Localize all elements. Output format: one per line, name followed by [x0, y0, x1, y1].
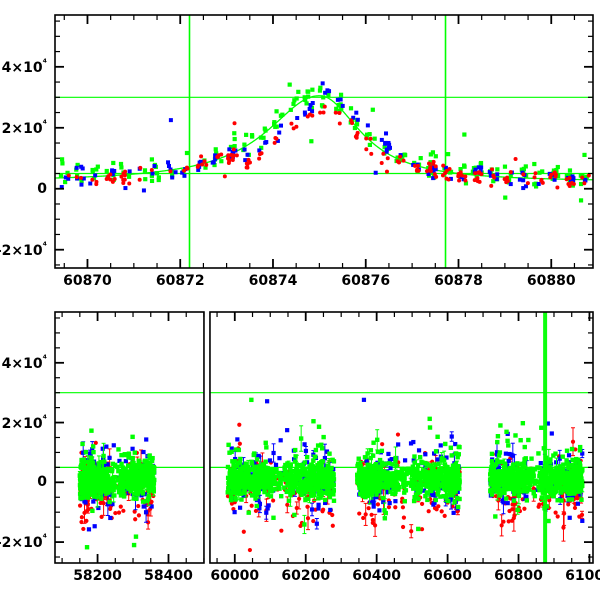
axis-tick-label: 60880 — [526, 273, 576, 289]
top-panel-svg — [54, 14, 594, 269]
bottom-data-points — [77, 397, 585, 553]
axis-tick-label: 4×10⁴ — [1, 57, 47, 76]
axis-tick-label: 60878 — [434, 273, 483, 289]
axis-tick-label: 60800 — [494, 568, 543, 584]
axis-tick-label: 58400 — [144, 568, 193, 584]
axis-tick-label: 61000 — [565, 568, 600, 584]
axis-tick-label: 60876 — [341, 273, 391, 289]
bottom-panel-axes — [54, 311, 594, 564]
axis-tick-label: 2×10⁴ — [1, 118, 47, 137]
axis-tick-label: 4×10⁴ — [1, 353, 47, 372]
axis-tick-label: 2×10⁴ — [1, 413, 47, 432]
axis-tick-label: 60600 — [423, 568, 472, 584]
top-panel-axes — [54, 14, 594, 269]
axis-tick-label: 60874 — [248, 273, 298, 289]
top-panel-lightcurve — [54, 14, 594, 269]
axis-tick-label: 60870 — [63, 273, 112, 289]
axis-tick-label: 60400 — [352, 568, 401, 584]
axis-tick-label: 60872 — [155, 273, 205, 289]
axis-tick-label: 0 — [37, 474, 47, 491]
axis-tick-label: 60200 — [281, 568, 331, 584]
axis-tick-label: 0 — [37, 180, 47, 197]
axis-tick-label: 58200 — [73, 568, 122, 584]
axis-tick-label: -2×10⁴ — [0, 240, 47, 259]
axis-tick-label: -2×10⁴ — [0, 533, 47, 551]
top-data-points — [58, 81, 591, 203]
axis-tick-label: 60000 — [210, 568, 260, 584]
